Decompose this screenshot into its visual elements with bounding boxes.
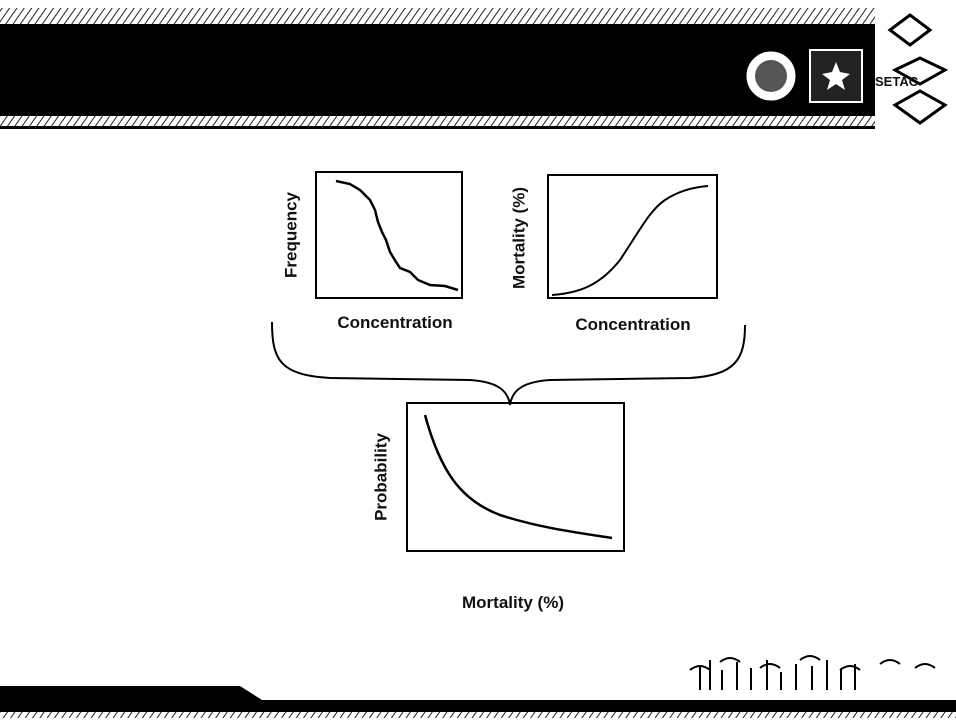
- y-label: Probability: [371, 433, 390, 521]
- y-label: Mortality (%): [509, 187, 528, 289]
- x-label: Concentration: [575, 315, 690, 334]
- x-label: Mortality (%): [462, 593, 564, 612]
- panel-probability: Probability Mortality (%): [371, 402, 625, 612]
- panel-frequency: Frequency Concentration: [281, 171, 463, 332]
- header: SETAC: [0, 8, 956, 138]
- footer: [0, 655, 956, 718]
- y-label: Frequency: [281, 191, 300, 278]
- panel-mortality: Mortality (%) Concentration: [509, 174, 718, 334]
- brace: [271, 321, 746, 406]
- x-label: Concentration: [337, 313, 452, 332]
- logo-text: SETAC: [875, 74, 919, 89]
